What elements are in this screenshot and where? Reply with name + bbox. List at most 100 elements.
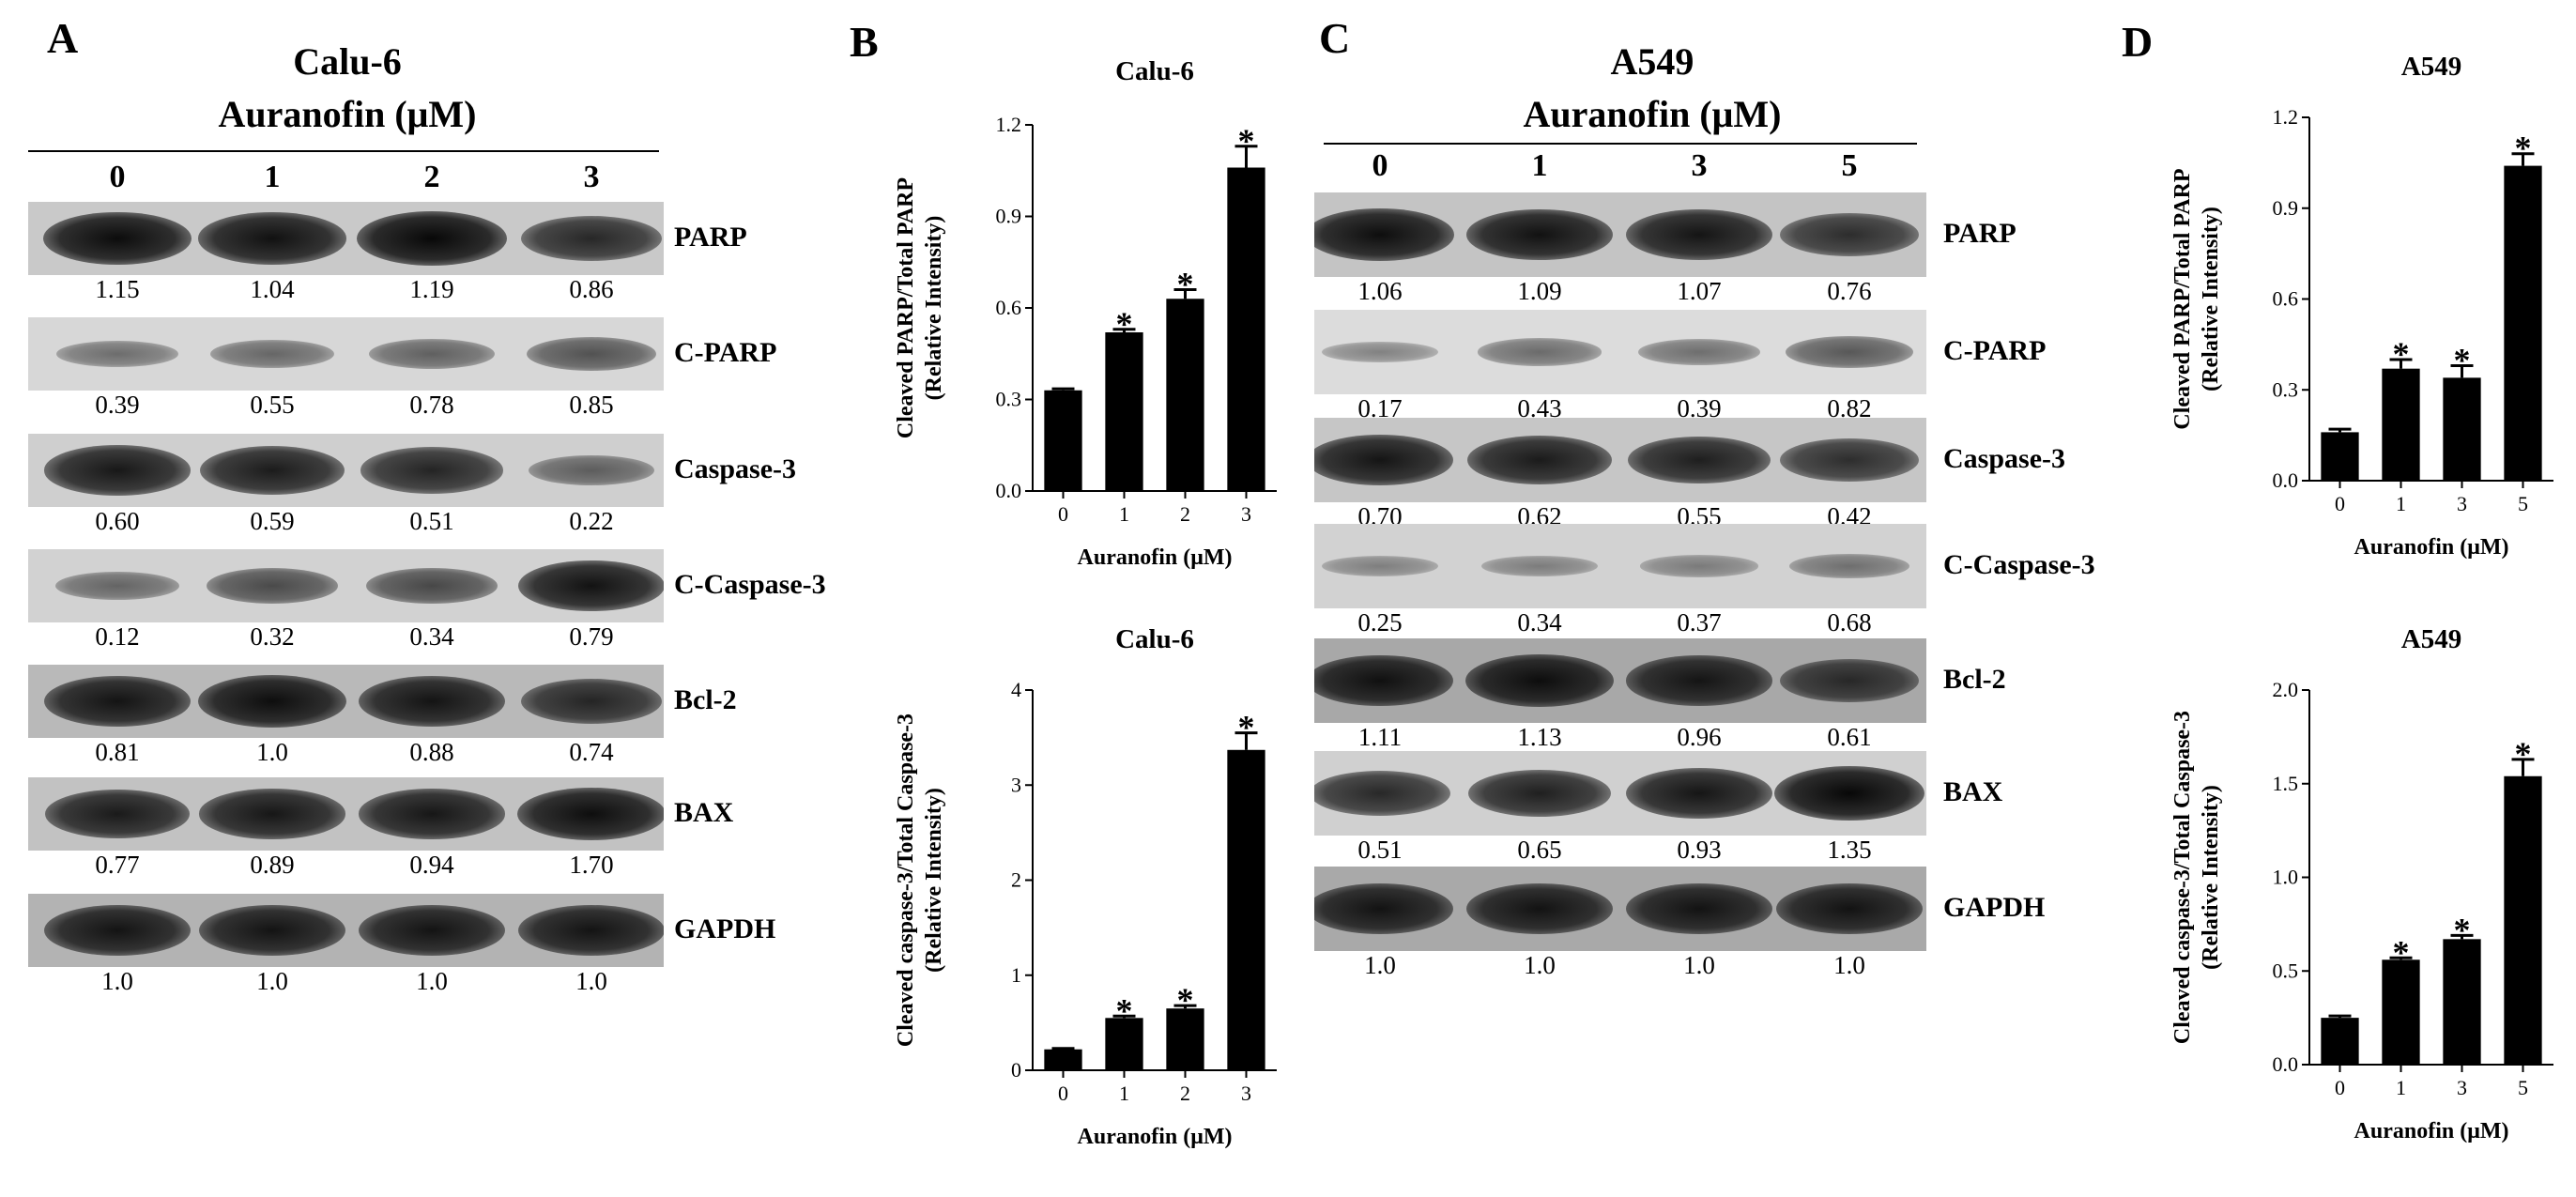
y-tick-label: 0.9 — [996, 205, 1022, 228]
blot-band — [199, 789, 345, 839]
blot-band — [44, 676, 191, 727]
quant-value: 0.93 — [1677, 836, 1722, 864]
blot-strip-bax — [28, 777, 664, 851]
bar — [2321, 432, 2359, 481]
y-tick-label: 0.6 — [2273, 287, 2299, 311]
blot-band — [527, 337, 656, 371]
panel-a-cell-line: Calu-6 — [293, 40, 402, 83]
blot-band — [1788, 553, 1910, 579]
bar — [2443, 377, 2481, 481]
y-axis-label: (Relative Intensity) — [922, 788, 946, 973]
x-tick-label: 1 — [1119, 502, 1129, 526]
chart-d-bottom: A549 0.0 0.5 1.0 1.5 2.0 0 1 * 3 * 5 * Auranofin (μM)… — [2170, 624, 2553, 1143]
x-tick-label: 3 — [1241, 502, 1251, 526]
x-tick-label: 0 — [1058, 502, 1068, 526]
blot-strip-bcl-2 — [1314, 638, 1926, 723]
blot-band — [357, 211, 507, 266]
quant-value: 0.59 — [250, 507, 295, 535]
panel-letter-c: C — [1319, 14, 1351, 62]
quant-value: 0.32 — [250, 622, 295, 651]
x-tick-label: 3 — [2457, 1076, 2467, 1099]
blot-band — [521, 679, 662, 724]
quant-value: 0.94 — [409, 851, 454, 879]
blot-band — [360, 447, 503, 494]
quant-value: 1.0 — [256, 967, 288, 995]
blot-band — [1478, 338, 1602, 366]
bar — [1105, 332, 1143, 491]
blot-band — [1314, 771, 1450, 816]
lane-label: 2 — [423, 160, 440, 194]
quant-value: 0.74 — [569, 738, 614, 766]
significance-star: * — [1116, 305, 1133, 343]
quant-value: 0.96 — [1677, 723, 1722, 751]
blot-strip-bcl-2 — [28, 665, 664, 738]
blot-band — [1314, 208, 1454, 261]
blot-strip-parp — [1314, 192, 1926, 277]
quant-value: 0.37 — [1677, 608, 1722, 637]
blot-strip-bax — [1314, 751, 1926, 836]
blot-label: BAX — [674, 797, 734, 828]
x-tick-label: 1 — [2396, 492, 2406, 515]
quant-value: 1.04 — [250, 275, 295, 303]
quant-value: 1.0 — [416, 967, 448, 995]
panel-letter-d: D — [2122, 18, 2154, 66]
bar — [1166, 1008, 1204, 1070]
blot-band — [1465, 654, 1614, 707]
blot-band — [1785, 335, 1914, 369]
quant-value: 0.81 — [95, 738, 140, 766]
quant-value: 1.06 — [1357, 277, 1403, 305]
chart-b-top: Calu-6 0.0 0.3 0.6 0.9 1.2 0 1 * 2 * 3 * Auranofin (μ… — [894, 56, 1277, 570]
quant-value: 1.0 — [101, 967, 133, 995]
blot-strip-c-caspase-3 — [1314, 524, 1926, 608]
blot-band — [44, 905, 191, 956]
blot-band — [1626, 883, 1772, 934]
y-tick-label: 0.0 — [996, 479, 1022, 502]
lane-label: 0 — [1372, 148, 1388, 183]
significance-star: * — [1238, 709, 1255, 746]
y-axis-label: Cleaved caspase-3/Total Caspase-3 — [2170, 711, 2195, 1044]
quant-value: 0.65 — [1517, 836, 1562, 864]
blot-band — [207, 568, 338, 604]
blot-band — [1626, 209, 1772, 260]
x-tick-label: 5 — [2518, 1076, 2528, 1099]
blot-label: Bcl-2 — [674, 684, 737, 715]
quant-value: 0.77 — [95, 851, 140, 879]
blot-band — [1637, 338, 1761, 366]
blot-strip-c-parp — [28, 317, 664, 391]
quant-value: 1.70 — [569, 851, 614, 879]
panel-c-divider — [1324, 143, 1917, 145]
quant-value: 0.86 — [569, 275, 614, 303]
x-tick-label: 3 — [2457, 492, 2467, 515]
blot-band — [359, 676, 505, 727]
blot-band — [1322, 556, 1438, 576]
blot-strip-caspase-3 — [1314, 418, 1926, 502]
blot-band — [359, 789, 505, 839]
quant-value: 0.60 — [95, 507, 140, 535]
lane-label: 1 — [1531, 148, 1548, 183]
quant-value: 1.11 — [1357, 723, 1403, 751]
blot-band — [1314, 435, 1453, 485]
bar — [1105, 1018, 1143, 1070]
blot-band — [55, 572, 179, 600]
blot-band — [1321, 341, 1439, 363]
significance-star: * — [1177, 266, 1194, 303]
quant-value: 1.0 — [256, 738, 288, 766]
blot-band — [529, 455, 654, 485]
lane-label: 5 — [1841, 148, 1858, 183]
quant-value: 0.34 — [409, 622, 454, 651]
y-axis-label: Cleaved PARP/Total PARP — [2170, 168, 2195, 429]
blot-band — [1780, 213, 1919, 256]
significance-star: * — [1238, 122, 1255, 160]
blot-band — [200, 446, 345, 495]
y-tick-label: 1.2 — [996, 113, 1022, 136]
y-tick-label: 3 — [1011, 773, 1021, 796]
bar — [2321, 1018, 2359, 1065]
quant-value: 1.0 — [1524, 951, 1556, 979]
quant-value: 1.13 — [1517, 723, 1562, 751]
y-tick-label: 4 — [1011, 678, 1021, 701]
chart-title: Calu-6 — [1115, 56, 1194, 86]
x-tick-label: 0 — [2335, 1076, 2345, 1099]
significance-star: * — [2515, 130, 2532, 167]
quant-value: 0.88 — [409, 738, 454, 766]
blot-band — [44, 445, 191, 496]
